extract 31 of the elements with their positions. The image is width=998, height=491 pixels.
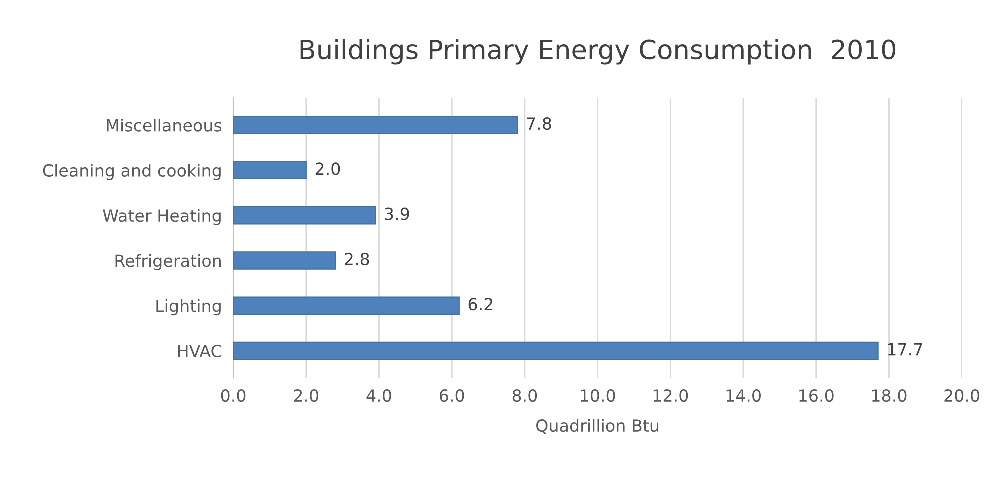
y-tick-label: Refrigeration bbox=[116, 254, 222, 271]
data-label: 17.7 bbox=[888, 343, 922, 356]
x-tick-label: 20.0 bbox=[944, 389, 980, 402]
chart-title: Buildings Primary Energy Consumption 2010 bbox=[300, 39, 896, 65]
x-tick-label: 10.0 bbox=[581, 389, 616, 402]
y-tick-label: Miscellaneous bbox=[107, 118, 222, 132]
y-tick-label: Water Heating bbox=[103, 209, 221, 226]
x-tick-label: 12.0 bbox=[654, 389, 688, 402]
y-tick-label: Lighting bbox=[156, 300, 221, 316]
bar bbox=[234, 206, 376, 225]
bar bbox=[234, 342, 879, 360]
bar bbox=[234, 252, 336, 270]
x-tick-label: 0.0 bbox=[221, 389, 246, 402]
x-tick-label: 6.0 bbox=[440, 389, 464, 402]
y-tick-label: HVAC bbox=[178, 344, 222, 358]
data-label: 3.9 bbox=[385, 208, 410, 220]
data-label: 7.8 bbox=[527, 118, 552, 130]
bar bbox=[234, 296, 460, 315]
data-label: 6.2 bbox=[468, 298, 493, 311]
x-tick-label: 14.0 bbox=[726, 389, 761, 402]
bar bbox=[234, 116, 518, 134]
y-tick-label: Cleaning and cooking bbox=[43, 164, 221, 180]
x-tick-label: 18.0 bbox=[872, 389, 907, 402]
x-tick-label: 16.0 bbox=[800, 389, 834, 402]
x-tick-label: 4.0 bbox=[366, 389, 392, 402]
data-label: 2.8 bbox=[345, 252, 370, 266]
x-tick-label: 2.0 bbox=[294, 389, 319, 402]
bar bbox=[234, 161, 307, 180]
x-tick-label: 8.0 bbox=[512, 389, 538, 402]
data-label: 2.0 bbox=[316, 162, 340, 176]
x-axis-title: Quadrillion Btu bbox=[536, 419, 659, 434]
